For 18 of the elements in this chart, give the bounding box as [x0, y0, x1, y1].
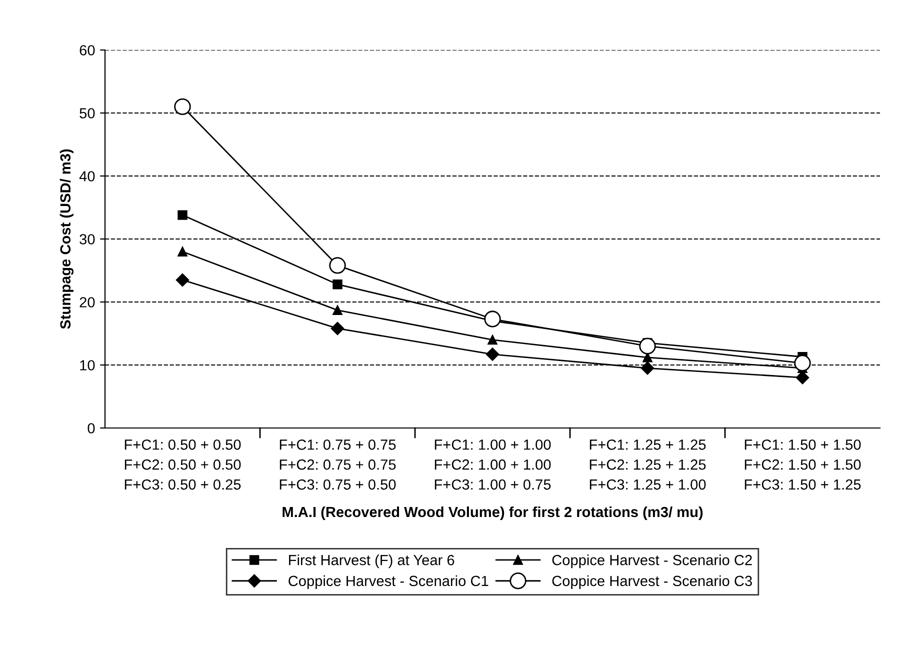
y-tick-label: 60 [80, 45, 95, 56]
x-tick-label: F+C1: 0.75 + 0.75 F+C2: 0.75 + 0.75 F+C3: 0.75 + 0.50 [280, 439, 396, 490]
y-tick-label: 10 [80, 360, 95, 370]
y-tick-label: 50 [80, 108, 95, 118]
x-tick-label: F+C1: 1.50 + 1.50 F+C2: 1.50 + 1.50 F+C3: 1.50 + 1.25 [744, 439, 861, 490]
legend-label: Coppice Harvest - Scenario C2 [552, 554, 752, 568]
x-tick-label: F+C1: 1.25 + 1.25 F+C2: 1.25 + 1.25 F+C3: 1.25 + 1.00 [590, 439, 706, 490]
x-tick-label: F+C1: 1.00 + 1.00 F+C2: 1.00 + 1.00 F+C3: 1.00 + 0.75 [434, 439, 551, 490]
y-tick-label: 30 [80, 234, 95, 244]
legend-label: First Harvest (F) at Year 6 [289, 554, 454, 568]
y-tick-label: 0 [88, 423, 95, 434]
x-axis-title: M.A.I (Recovered Wood Volume) for first 2 rotations (m3/ mu) [282, 506, 703, 520]
legend-label: Coppice Harvest - Scenario C3 [552, 575, 752, 590]
x-tick-label: F+C1: 0.50 + 0.50 F+C2: 0.50 + 0.50 F+C3: 0.50 + 0.25 [124, 439, 241, 490]
y-tick-label: 40 [79, 171, 95, 182]
legend-label: Coppice Harvest - Scenario C1 [288, 575, 488, 590]
y-tick-label: 20 [80, 297, 95, 308]
y-axis-title: Stumpage Cost (USD/ m3) [60, 149, 74, 329]
